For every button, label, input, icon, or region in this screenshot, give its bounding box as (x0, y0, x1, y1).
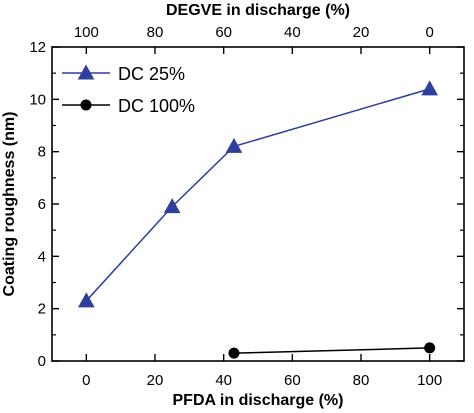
x-axis-title: PFDA in discharge (%) (173, 392, 344, 409)
legend: DC 25% DC 100% (62, 64, 195, 116)
legend-marker (77, 64, 95, 80)
series-line (233, 347, 430, 354)
y-tick-label: 8 (38, 144, 46, 161)
series-0 (77, 80, 439, 308)
legend-label: DC 25% (118, 64, 185, 84)
x-tick-label: 80 (353, 372, 370, 389)
data-point (77, 292, 95, 308)
x2-tick-label: 100 (74, 24, 99, 41)
ticks: 0 20 40 60 80 100 100 80 60 40 20 0 0 2 4 6 8 10 12 (29, 24, 464, 389)
series-1 (228, 342, 436, 359)
x-tick-label: 20 (147, 372, 164, 389)
x2-tick-label: 80 (147, 24, 164, 41)
data-point (424, 342, 436, 354)
y-tick-label: 4 (38, 248, 46, 265)
axes (51, 46, 465, 362)
legend-marker (80, 99, 92, 111)
plot-frame (51, 46, 465, 362)
x2-tick-label: 0 (425, 24, 433, 41)
data-point (163, 198, 181, 214)
data-point (228, 347, 240, 359)
data-point (421, 80, 439, 96)
x-tick-label: 0 (82, 372, 90, 389)
y-axis-title: Coating roughness (nm) (1, 112, 18, 297)
x-tick-label: 60 (284, 372, 301, 389)
y-tick-label: 10 (29, 91, 46, 108)
y-tick-label: 2 (38, 301, 46, 318)
series-layer (77, 80, 439, 359)
y-tick-label: 12 (29, 39, 46, 56)
x-tick-label: 40 (215, 372, 232, 389)
data-point (225, 137, 243, 153)
legend-label: DC 100% (118, 96, 195, 116)
x2-tick-label: 20 (353, 24, 370, 41)
series-line (85, 88, 430, 302)
y-tick-label: 6 (38, 196, 46, 213)
x2-tick-label: 60 (215, 24, 232, 41)
x2-tick-label: 40 (284, 24, 301, 41)
x-tick-label: 100 (417, 372, 442, 389)
y-tick-label: 0 (38, 353, 46, 370)
x2-axis-title: DEGVE in discharge (%) (166, 2, 350, 19)
